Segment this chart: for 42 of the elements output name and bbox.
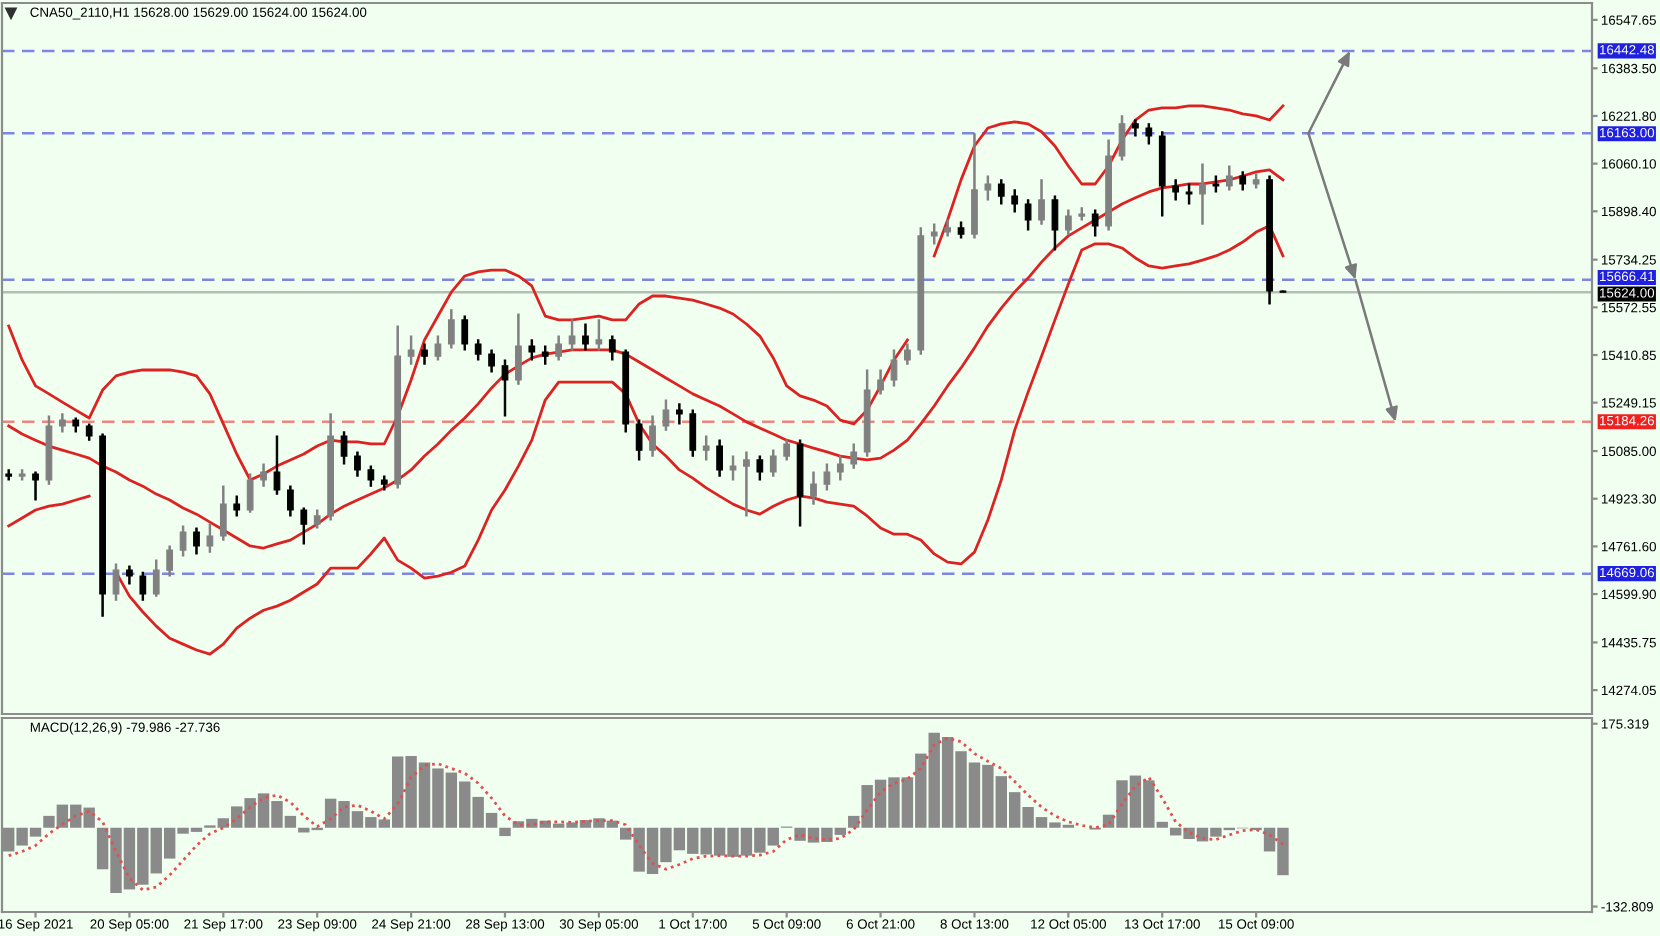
candlestick	[488, 349, 495, 373]
candlestick	[582, 323, 589, 351]
candlestick	[380, 475, 388, 491]
candlestick	[126, 565, 133, 585]
candlestick	[260, 463, 267, 487]
candlestick	[1212, 175, 1220, 193]
candlestick	[608, 335, 616, 361]
bar	[499, 827, 511, 837]
candlestick	[18, 469, 26, 481]
candlestick	[877, 369, 884, 395]
candlestick	[1185, 183, 1193, 205]
candlestick	[1011, 189, 1019, 213]
candlestick	[233, 495, 241, 517]
candlestick	[58, 413, 66, 433]
candlestick	[5, 469, 13, 481]
candlestick	[1225, 165, 1233, 191]
candlestick	[313, 509, 321, 529]
candlestick	[193, 527, 200, 555]
candlestick	[1038, 179, 1045, 225]
candlestick	[702, 435, 710, 461]
candlestick	[1199, 163, 1206, 225]
candlestick	[1132, 119, 1139, 137]
candlestick	[1239, 171, 1247, 191]
candlestick	[675, 403, 683, 425]
candlestick	[1172, 179, 1180, 201]
candlestick	[72, 417, 80, 433]
candlestick	[743, 451, 750, 517]
candlestick	[850, 443, 858, 469]
candlestick	[836, 455, 844, 481]
candlestick	[32, 471, 39, 501]
candlestick	[944, 219, 952, 237]
candlestick	[904, 343, 911, 365]
candlestick	[930, 223, 938, 245]
candlestick	[300, 507, 308, 545]
line-series	[7, 736, 1285, 892]
candlestick	[997, 179, 1005, 205]
candlestick	[555, 335, 563, 361]
candlestick	[541, 345, 549, 365]
candlestick	[421, 343, 428, 365]
candlestick	[1078, 207, 1086, 221]
candlestick	[810, 471, 817, 505]
line-series	[7, 168, 1285, 550]
